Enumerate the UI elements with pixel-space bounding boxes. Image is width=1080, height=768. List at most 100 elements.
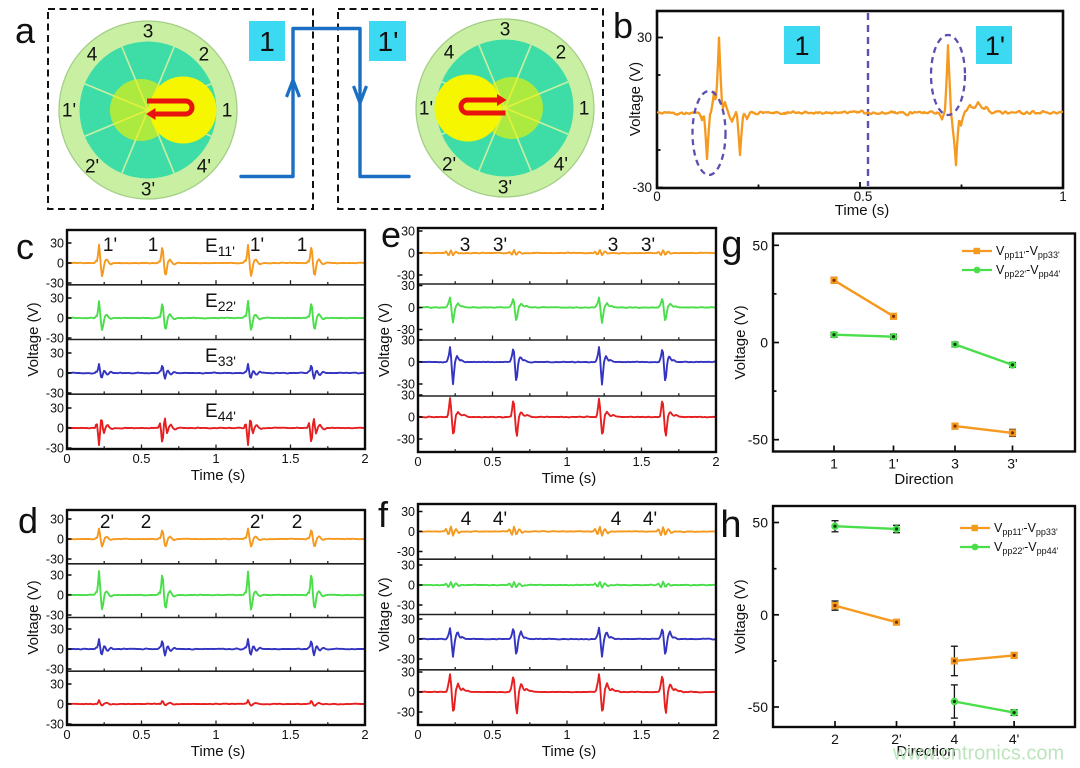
svg-text:30: 30 [50,292,64,306]
svg-text:0: 0 [57,367,64,381]
svg-text:Time (s): Time (s) [835,202,889,219]
svg-text:-30: -30 [397,433,415,447]
svg-text:0: 0 [408,411,415,425]
svg-text:1: 1 [579,99,590,120]
svg-text:-30: -30 [397,545,415,559]
svg-text:1: 1 [212,451,219,466]
svg-text:1': 1' [103,235,117,256]
svg-text:3: 3 [143,22,154,43]
svg-text:0.5: 0.5 [132,451,150,466]
svg-text:Voltage (V): Voltage (V) [25,302,42,376]
svg-text:3: 3 [608,235,619,256]
svg-text:1: 1 [1059,189,1067,204]
svg-text:3: 3 [500,20,511,41]
svg-text:30: 30 [50,237,64,251]
svg-text:1': 1' [985,31,1005,61]
svg-text:50: 50 [752,515,768,531]
svg-text:3': 3' [493,235,507,256]
svg-text:2': 2' [250,512,264,533]
svg-text:1: 1 [297,235,308,256]
svg-text:-30: -30 [397,378,415,392]
svg-text:-30: -30 [46,609,64,623]
svg-text:1': 1' [419,99,433,120]
svg-text:0: 0 [408,525,415,539]
svg-text:-30: -30 [46,332,64,346]
svg-text:d: d [18,500,38,541]
svg-text:4: 4 [87,45,98,66]
svg-text:4': 4' [643,509,657,530]
svg-text:0.5: 0.5 [854,189,873,204]
svg-text:Time (s): Time (s) [542,470,596,487]
svg-text:1': 1' [888,456,898,472]
svg-text:Voltage (V): Voltage (V) [732,305,749,379]
svg-text:2': 2' [442,154,456,175]
svg-text:Voltage (V): Voltage (V) [732,579,749,653]
svg-text:Voltage (V): Voltage (V) [376,577,393,651]
svg-text:0: 0 [57,422,64,436]
svg-text:0: 0 [408,301,415,315]
svg-text:3: 3 [951,456,959,472]
svg-text:Voltage (V): Voltage (V) [376,303,393,377]
svg-text:1: 1 [148,235,159,256]
svg-text:0: 0 [408,686,415,700]
svg-text:0: 0 [57,257,64,271]
svg-text:b: b [613,5,633,46]
svg-text:1': 1' [378,26,399,57]
svg-text:-50: -50 [748,699,768,715]
svg-text:4: 4 [444,43,455,64]
svg-text:-30: -30 [397,653,415,667]
svg-text:30: 30 [401,389,415,403]
svg-text:4: 4 [611,509,622,530]
svg-text:0: 0 [414,454,421,469]
svg-text:1: 1 [563,727,570,742]
svg-text:4: 4 [461,509,472,530]
svg-text:4': 4' [197,156,211,177]
svg-text:0: 0 [57,312,64,326]
svg-text:Direction: Direction [894,471,953,488]
svg-text:c: c [16,226,34,267]
svg-text:1: 1 [212,727,219,742]
svg-text:30: 30 [50,569,64,583]
svg-text:30: 30 [50,347,64,361]
svg-text:4': 4' [554,154,568,175]
svg-text:a: a [15,10,36,51]
svg-text:-50: -50 [748,432,768,448]
svg-text:e: e [381,214,401,255]
svg-text:0.5: 0.5 [483,454,501,469]
svg-text:2': 2' [100,512,114,533]
svg-text:0: 0 [760,335,768,351]
svg-text:30: 30 [401,334,415,348]
svg-text:0.5: 0.5 [483,727,501,742]
svg-text:2: 2 [556,43,567,64]
svg-text:30: 30 [401,505,415,519]
svg-text:0.5: 0.5 [132,727,150,742]
svg-text:30: 30 [637,30,652,45]
svg-text:1.5: 1.5 [632,727,650,742]
svg-text:1: 1 [830,456,838,472]
svg-text:0: 0 [57,533,64,547]
svg-text:30: 30 [401,613,415,627]
svg-text:g: g [721,224,742,266]
svg-text:0: 0 [408,356,415,370]
svg-text:-30: -30 [46,718,64,732]
svg-text:3': 3' [141,180,155,201]
svg-text:30: 30 [50,623,64,637]
svg-text:30: 30 [401,225,415,239]
svg-text:f: f [378,494,389,535]
svg-text:2: 2 [199,45,210,66]
svg-text:0: 0 [760,607,768,623]
svg-text:2': 2' [891,731,901,747]
svg-text:3': 3' [498,178,512,199]
svg-text:Voltage (V): Voltage (V) [627,62,644,136]
svg-text:h: h [720,504,741,546]
svg-text:0: 0 [408,579,415,593]
svg-text:0: 0 [57,589,64,603]
svg-text:-30: -30 [397,706,415,720]
svg-text:0: 0 [408,633,415,647]
svg-text:4': 4' [1009,731,1019,747]
svg-text:3': 3' [641,235,655,256]
svg-text:30: 30 [401,559,415,573]
svg-text:-30: -30 [397,599,415,613]
svg-text:2': 2' [85,156,99,177]
svg-text:0: 0 [63,727,70,742]
